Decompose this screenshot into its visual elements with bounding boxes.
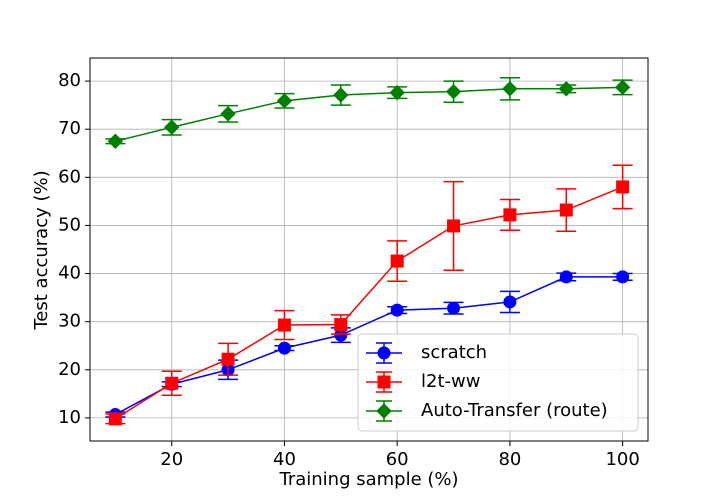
plot-frame	[89, 57, 649, 442]
y-tick-label: 40	[58, 263, 81, 284]
marker	[220, 106, 236, 122]
marker	[377, 346, 391, 360]
marker	[376, 403, 392, 419]
marker	[165, 376, 179, 390]
marker	[559, 270, 573, 284]
marker	[333, 87, 349, 103]
marker	[502, 81, 518, 97]
series-line	[115, 86, 623, 142]
legend-label: l2t-ww	[421, 371, 480, 392]
series-line	[114, 186, 623, 420]
marker	[389, 84, 405, 101]
marker	[445, 83, 462, 100]
marker	[503, 208, 517, 222]
y-tick-label: 70	[58, 118, 81, 139]
legend-label: Auto-Transfer (route)	[421, 400, 608, 421]
marker	[558, 81, 574, 97]
y-tick-label: 60	[58, 166, 81, 187]
y-tick-label: 50	[58, 214, 81, 235]
x-tick-label: 80	[498, 449, 521, 470]
marker	[390, 303, 404, 317]
marker	[503, 295, 517, 309]
y-tick-label: 30	[58, 311, 81, 332]
marker	[277, 341, 291, 355]
x-axis-label: Training sample (%)	[278, 469, 458, 490]
x-tick-label: 100	[605, 449, 639, 470]
series-line	[115, 276, 623, 416]
x-tick-label: 60	[386, 449, 409, 470]
marker	[221, 352, 235, 366]
marker	[334, 318, 348, 332]
marker	[616, 180, 630, 194]
marker	[377, 375, 391, 389]
y-tick-label: 20	[58, 359, 81, 380]
marker	[390, 254, 404, 268]
marker	[277, 318, 291, 332]
marker	[447, 219, 461, 233]
marker	[614, 79, 631, 96]
marker	[276, 93, 293, 109]
x-tick-label: 40	[273, 449, 296, 470]
marker	[164, 119, 180, 135]
x-tick-label: 20	[160, 449, 183, 470]
marker	[559, 203, 573, 217]
marker	[107, 133, 124, 149]
legend-label: scratch	[421, 342, 487, 363]
marker	[108, 412, 122, 426]
marker	[447, 301, 461, 315]
y-axis-label: Test accuracy (%)	[31, 170, 52, 330]
legend-box	[357, 333, 639, 432]
y-tick-label: 10	[58, 407, 81, 428]
marker	[616, 270, 630, 284]
y-tick-label: 80	[58, 70, 81, 91]
